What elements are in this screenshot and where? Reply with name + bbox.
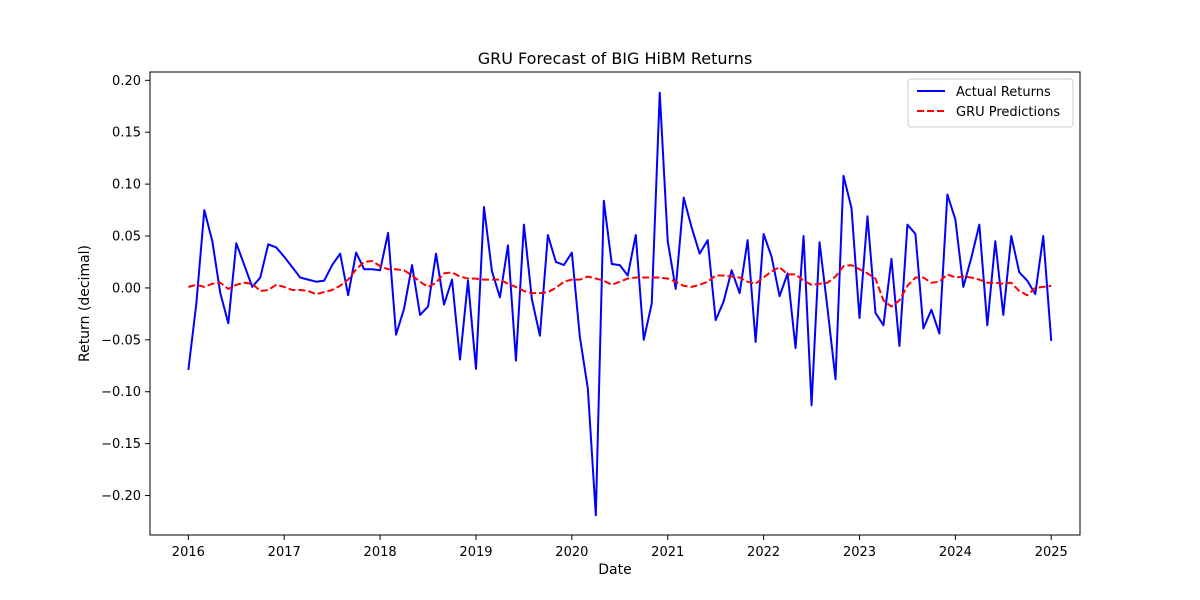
x-tick-label: 2022 [747,545,780,560]
y-tick-label: −0.10 [101,385,141,400]
x-tick-label: 2016 [172,545,205,560]
x-tick-label: 2018 [364,545,397,560]
legend-label-gru-predictions: GRU Predictions [956,105,1060,120]
plot-frame [149,71,1081,536]
series-line-gru-predictions [188,259,1052,308]
legend: Actual Returns GRU Predictions [907,78,1074,128]
legend-label-actual-returns: Actual Returns [956,85,1051,100]
x-tick-label: 2025 [1035,545,1068,560]
y-tick-label: 0.10 [112,178,141,193]
x-axis: 2016 2017 2018 2019 2020 2021 2022 2023 2024 2025 [172,535,1068,560]
x-tick-label: 2023 [843,545,876,560]
series-line-actual-returns [187,91,1053,517]
y-tick-label: −0.15 [101,437,141,452]
y-axis-title: Return (decimal) [77,245,93,362]
legend-box [907,78,1074,128]
chart-title: GRU Forecast of BIG HiBM Returns [478,49,753,68]
x-tick-label: 2024 [939,545,972,560]
x-tick-label: 2021 [651,545,684,560]
y-tick-label: −0.05 [101,333,141,348]
x-axis-title: Date [598,562,631,578]
y-tick-label: 0.00 [112,281,141,296]
y-axis: −0.20 −0.15 −0.10 −0.05 0.00 0.05 0.10 0.15 0.20 [101,74,150,504]
y-tick-label: 0.15 [112,126,141,141]
x-tick-label: 2019 [459,545,492,560]
x-tick-label: 2020 [555,545,588,560]
y-tick-label: 0.05 [112,230,141,245]
y-tick-label: −0.20 [101,489,141,504]
y-tick-label: 0.20 [112,74,141,89]
x-tick-label: 2017 [268,545,301,560]
